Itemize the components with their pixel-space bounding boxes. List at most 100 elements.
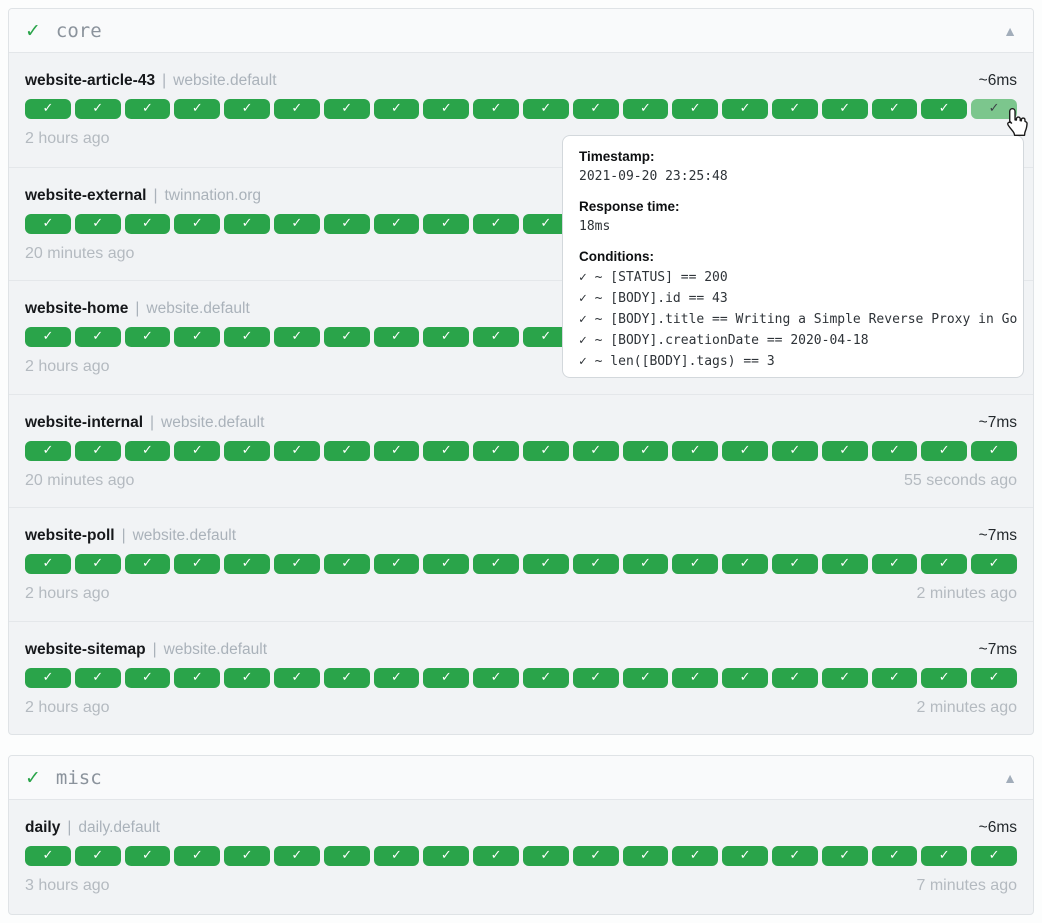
status-badge[interactable]: ✓	[921, 667, 968, 688]
status-badge[interactable]: ✓	[373, 327, 420, 347]
status-badge[interactable]: ✓	[124, 667, 171, 688]
status-badge[interactable]: ✓	[74, 327, 121, 347]
status-badge[interactable]: ✓	[871, 846, 918, 866]
status-badge[interactable]: ✓	[622, 99, 669, 119]
status-badge[interactable]: ✓	[871, 667, 918, 688]
status-badge[interactable]: ✓	[572, 846, 619, 866]
status-badge[interactable]: ✓	[323, 99, 370, 119]
status-badge[interactable]: ✓	[174, 99, 221, 119]
status-badge[interactable]: ✓	[821, 554, 868, 574]
status-badge[interactable]: ✓	[323, 213, 370, 234]
status-badge[interactable]: ✓	[323, 554, 370, 574]
status-badge[interactable]: ✓	[971, 846, 1017, 866]
status-badge[interactable]: ✓	[473, 846, 519, 866]
status-badge[interactable]: ✓	[423, 554, 470, 574]
status-badge[interactable]: ✓	[323, 667, 370, 688]
status-badge[interactable]: ✓	[771, 440, 818, 461]
status-badge[interactable]: ✓	[672, 554, 719, 574]
status-badge[interactable]: ✓	[921, 554, 968, 574]
status-badge[interactable]: ✓	[423, 213, 470, 234]
status-badge[interactable]: ✓	[273, 667, 320, 688]
status-badge[interactable]: ✓	[572, 440, 619, 461]
status-badge[interactable]: ✓	[522, 554, 569, 574]
status-badge[interactable]: ✓	[224, 440, 270, 461]
status-badge[interactable]: ✓	[74, 213, 121, 234]
group-header-core[interactable]: ✓ core ▲	[9, 9, 1033, 53]
status-badge[interactable]: ✓	[522, 440, 569, 461]
status-badge[interactable]: ✓	[373, 213, 420, 234]
status-badge[interactable]: ✓	[74, 554, 121, 574]
status-badge[interactable]: ✓	[971, 667, 1017, 688]
status-badge[interactable]: ✓	[174, 846, 221, 866]
status-badge[interactable]: ✓	[473, 554, 519, 574]
status-badge[interactable]: ✓	[771, 554, 818, 574]
status-badge[interactable]: ✓	[124, 846, 171, 866]
status-badge[interactable]: ✓	[273, 554, 320, 574]
status-badge[interactable]: ✓	[373, 846, 420, 866]
status-badge[interactable]: ✓	[373, 440, 420, 461]
status-badge[interactable]: ✓	[473, 667, 519, 688]
status-badge[interactable]: ✓	[174, 213, 221, 234]
status-badge[interactable]: ✓	[622, 667, 669, 688]
status-badge[interactable]: ✓	[522, 667, 569, 688]
status-badge[interactable]: ✓	[473, 213, 519, 234]
status-badge[interactable]: ✓	[74, 667, 121, 688]
status-badge[interactable]: ✓	[25, 327, 71, 347]
status-badge[interactable]: ✓	[821, 846, 868, 866]
status-badge[interactable]: ✓	[74, 846, 121, 866]
status-badge[interactable]: ✓	[871, 554, 918, 574]
status-badge[interactable]: ✓	[174, 327, 221, 347]
status-badge[interactable]: ✓	[273, 213, 320, 234]
status-badge[interactable]: ✓	[423, 846, 470, 866]
status-badge[interactable]: ✓	[224, 99, 270, 119]
status-badge[interactable]: ✓	[423, 440, 470, 461]
status-badge[interactable]: ✓	[971, 554, 1017, 574]
status-badge[interactable]: ✓	[921, 846, 968, 866]
status-badge[interactable]: ✓	[423, 327, 470, 347]
status-badge[interactable]: ✓	[473, 440, 519, 461]
status-badge[interactable]: ✓	[174, 554, 221, 574]
status-badge[interactable]: ✓	[423, 99, 470, 119]
status-badge[interactable]: ✓	[871, 440, 918, 461]
status-badge[interactable]: ✓	[25, 99, 71, 119]
status-badge[interactable]: ✓	[921, 440, 968, 461]
status-badge[interactable]: ✓	[323, 327, 370, 347]
status-badge[interactable]: ✓	[821, 440, 868, 461]
status-badge[interactable]: ✓	[174, 667, 221, 688]
status-badge[interactable]: ✓	[522, 99, 569, 119]
status-badge[interactable]: ✓	[124, 99, 171, 119]
status-badge[interactable]: ✓	[622, 846, 669, 866]
status-badge[interactable]: ✓	[722, 440, 768, 461]
status-badge[interactable]: ✓	[572, 554, 619, 574]
status-badge[interactable]: ✓	[722, 99, 768, 119]
status-badge[interactable]: ✓	[323, 846, 370, 866]
status-badge[interactable]: ✓	[224, 846, 270, 866]
status-badge[interactable]: ✓	[373, 99, 420, 119]
status-badge[interactable]: ✓	[373, 554, 420, 574]
status-badge[interactable]: ✓	[622, 440, 669, 461]
status-badge[interactable]: ✓	[224, 554, 270, 574]
status-badge[interactable]: ✓	[174, 440, 221, 461]
status-badge[interactable]: ✓	[473, 99, 519, 119]
status-badge[interactable]: ✓	[722, 554, 768, 574]
status-badge[interactable]: ✓	[25, 667, 71, 688]
status-badge[interactable]: ✓	[572, 99, 619, 119]
status-badge[interactable]: ✓	[821, 667, 868, 688]
status-badge[interactable]: ✓	[74, 440, 121, 461]
status-badge[interactable]: ✓	[821, 99, 868, 119]
status-badge[interactable]: ✓	[273, 99, 320, 119]
status-badge[interactable]: ✓	[971, 440, 1017, 461]
status-badge[interactable]: ✓	[25, 846, 71, 866]
status-badge[interactable]: ✓	[921, 99, 968, 119]
status-badge[interactable]: ✓	[25, 213, 71, 234]
status-badge[interactable]: ✓	[423, 667, 470, 688]
status-badge[interactable]: ✓	[971, 99, 1017, 119]
status-badge[interactable]: ✓	[25, 440, 71, 461]
status-badge[interactable]: ✓	[273, 846, 320, 866]
status-badge[interactable]: ✓	[722, 846, 768, 866]
status-badge[interactable]: ✓	[672, 846, 719, 866]
status-badge[interactable]: ✓	[522, 327, 569, 347]
status-badge[interactable]: ✓	[373, 667, 420, 688]
status-badge[interactable]: ✓	[74, 99, 121, 119]
status-badge[interactable]: ✓	[224, 327, 270, 347]
